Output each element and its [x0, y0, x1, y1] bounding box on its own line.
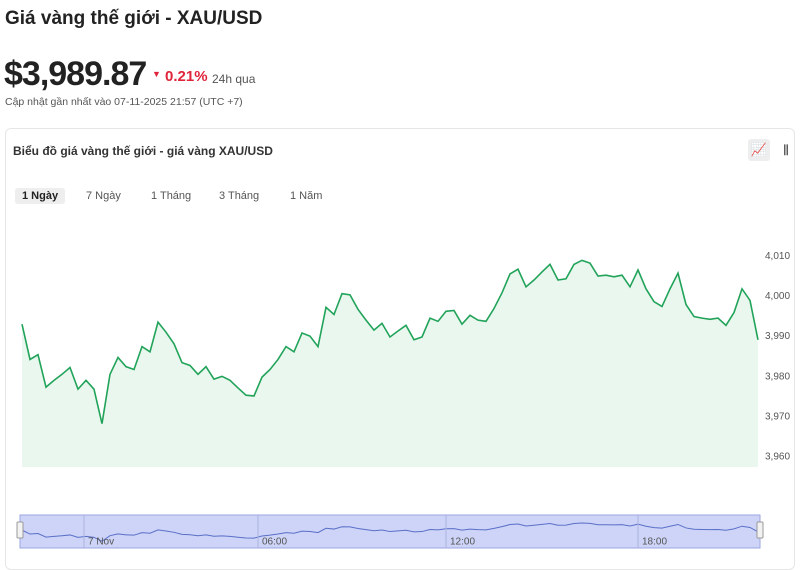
y-tick-label: 3,960: [765, 452, 790, 463]
price: $3,989.87: [4, 55, 147, 93]
tab[interactable]: 1 Năm: [290, 190, 323, 202]
down-arrow: ▼: [152, 69, 161, 79]
navigator-label: 18:00: [642, 537, 667, 548]
change: 0.21%: [165, 68, 208, 85]
period: 24h qua: [212, 72, 256, 86]
candle-chart-button[interactable]: ⫼: [783, 143, 789, 157]
line-chart-button[interactable]: 📈: [748, 139, 770, 161]
card-title: Biểu đồ giá vàng thế giới - giá vàng XAU…: [13, 144, 273, 158]
navigator-handle: [16, 521, 24, 539]
navigator-label: 06:00: [262, 537, 287, 548]
y-tick-label: 3,990: [765, 331, 790, 342]
y-tick-label: 4,010: [765, 251, 790, 262]
navigator-label: 12:00: [450, 537, 475, 548]
navigator-line: [21, 522, 759, 542]
tab[interactable]: 1 Ngày: [15, 188, 66, 204]
y-tick-label: 4,000: [765, 291, 790, 302]
tab[interactable]: 3 Tháng: [219, 190, 260, 202]
chart: 3,960 3,970 3,980 3,990 4,000 4,010 7 Nov 06:00…: [16, 251, 790, 549]
tab[interactable]: 1 Tháng: [151, 190, 192, 202]
page-title: Giá vàng thế giới - XAU/USD: [5, 8, 263, 29]
page: Giá vàng thế giới - XAU/USD $3,989.87 ▼ …: [4, 8, 795, 570]
area: [22, 260, 758, 467]
navigator-handle: [756, 521, 764, 539]
updated: Cập nhật gần nhất vào 07-11-2025 21:57 (…: [5, 96, 243, 108]
y-tick-label: 3,970: [765, 411, 790, 422]
navigator-label: 7 Nov: [88, 537, 114, 548]
price-line: [21, 259, 759, 424]
tab[interactable]: 7 Ngày: [86, 190, 121, 202]
y-tick-label: 3,980: [765, 371, 790, 382]
